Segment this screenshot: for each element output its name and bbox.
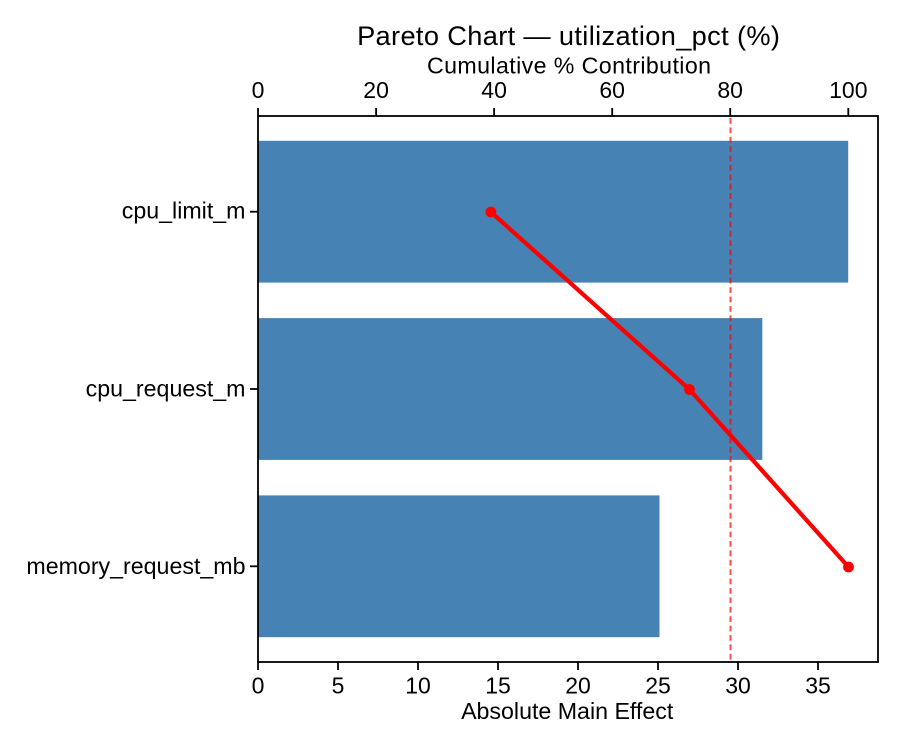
svg-text:25: 25 [645, 672, 671, 698]
svg-text:Absolute Main Effect: Absolute Main Effect [461, 698, 674, 724]
svg-text:35: 35 [805, 672, 831, 698]
svg-text:0: 0 [252, 672, 265, 698]
svg-text:Pareto Chart — utilization_pct: Pareto Chart — utilization_pct (%) [357, 20, 780, 51]
svg-text:10: 10 [405, 672, 431, 698]
svg-text:cpu_request_m: cpu_request_m [86, 376, 246, 402]
svg-text:30: 30 [725, 672, 751, 698]
svg-text:0: 0 [252, 77, 265, 103]
svg-text:80: 80 [717, 77, 743, 103]
svg-text:20: 20 [363, 77, 389, 103]
svg-text:100: 100 [829, 77, 867, 103]
svg-text:5: 5 [332, 672, 345, 698]
svg-text:60: 60 [599, 77, 625, 103]
svg-text:Cumulative % Contribution: Cumulative % Contribution [427, 52, 712, 78]
svg-text:40: 40 [481, 77, 507, 103]
svg-text:15: 15 [485, 672, 511, 698]
svg-text:20: 20 [565, 672, 591, 698]
svg-text:memory_request_mb: memory_request_mb [26, 553, 245, 579]
svg-text:cpu_limit_m: cpu_limit_m [122, 198, 246, 224]
